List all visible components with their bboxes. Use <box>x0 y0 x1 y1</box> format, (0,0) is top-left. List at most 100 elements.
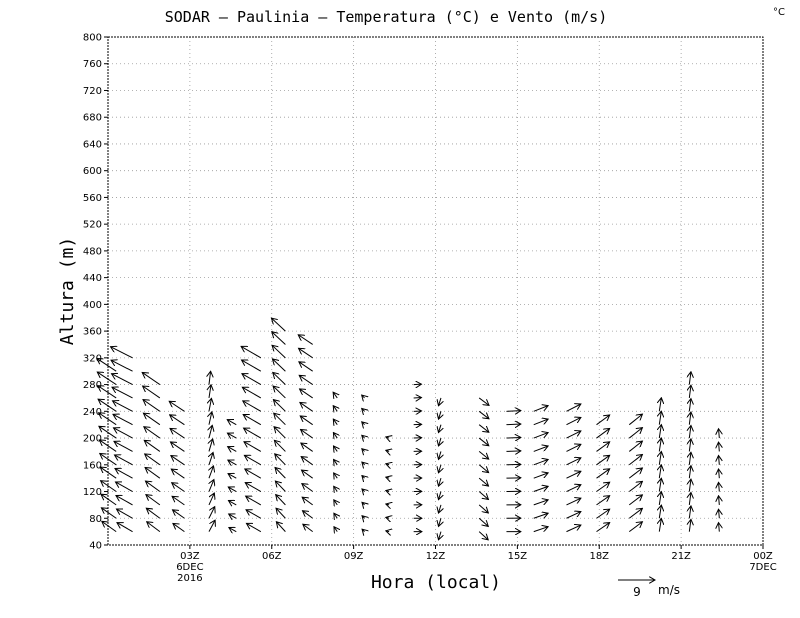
wind-arrow <box>533 433 548 439</box>
wind-arrow <box>301 430 313 439</box>
wind-arrow <box>228 447 237 452</box>
wind-arrow <box>242 374 262 386</box>
wind-arrow <box>145 454 161 466</box>
wind-arrow <box>113 428 133 439</box>
wind-arrow <box>438 491 440 500</box>
wind-arrow <box>334 459 338 464</box>
wind-arrow <box>386 437 389 438</box>
y-tick-label: 680 <box>83 113 102 124</box>
wind-arrow <box>659 478 661 492</box>
wind-arrow <box>438 504 440 513</box>
wind-arrow <box>209 452 213 465</box>
wind-arrow <box>209 480 214 492</box>
wind-arrow <box>274 427 286 439</box>
wind-arrow <box>300 402 313 412</box>
wind-arrow <box>566 417 581 426</box>
y-tick-label: 280 <box>83 380 102 391</box>
wind-arrow <box>97 372 117 385</box>
wind-arrow <box>333 446 337 451</box>
y-tick-label: 400 <box>83 300 102 311</box>
wind-arrow <box>302 484 313 492</box>
wind-arrow <box>271 318 286 332</box>
wind-arrow <box>438 518 440 526</box>
wind-arrow <box>596 509 610 519</box>
wind-arrow <box>533 446 548 452</box>
wind-arrow <box>114 455 133 466</box>
wind-arrow <box>533 527 548 533</box>
wind-arrow <box>362 422 365 425</box>
x-axis-label: Hora (local) <box>371 572 501 593</box>
wind-arrow <box>244 455 262 466</box>
wind-arrow <box>533 500 548 506</box>
wind-arrow <box>689 372 691 385</box>
wind-arrow <box>689 439 691 452</box>
corner-unit: °C <box>773 7 785 18</box>
y-tick-label: 40 <box>89 541 102 552</box>
wind-arrow <box>275 454 286 466</box>
wind-arrow <box>719 442 720 452</box>
y-tick-label: 160 <box>83 460 102 471</box>
wind-arrow <box>362 516 365 519</box>
wind-arrow <box>438 464 440 473</box>
wind-arrow <box>170 415 185 426</box>
wind-arrow <box>386 450 389 451</box>
wind-arrow <box>659 451 661 465</box>
wind-arrow <box>596 442 610 452</box>
wind-arrow <box>478 437 489 446</box>
wind-arrow <box>116 509 133 519</box>
wind-arrow <box>170 428 185 439</box>
wind-arrow <box>628 414 642 426</box>
wind-arrow <box>113 401 133 412</box>
wind-arrow <box>208 507 215 519</box>
wind-arrow <box>102 521 117 533</box>
wind-arrow <box>719 523 720 532</box>
y-axis-ticks: 40 80 120 160 200 240 280 320 360 400 440 480 520 560… <box>83 33 108 552</box>
wind-arrow <box>438 411 440 419</box>
wind-arrow <box>246 510 262 519</box>
wind-arrow <box>99 413 117 426</box>
x-tick-label: 09Z <box>344 551 364 562</box>
wind-arrow <box>333 406 337 412</box>
wind-arrow <box>628 508 642 519</box>
wind-arrow <box>147 522 161 533</box>
wind-arrow <box>209 425 212 439</box>
wind-arrow <box>719 496 720 505</box>
wind-arrow <box>143 400 161 412</box>
wind-arrow <box>229 528 237 532</box>
reference-unit: m/s <box>658 583 680 597</box>
wind-arrow <box>719 469 720 479</box>
wind-arrow <box>386 517 389 518</box>
wind-arrow <box>478 464 488 473</box>
wind-arrow <box>689 412 691 425</box>
wind-arrow <box>478 477 488 486</box>
wind-arrow <box>719 456 720 465</box>
wind-arrow <box>333 392 337 398</box>
wind-arrow <box>275 481 286 492</box>
wind-arrow <box>566 471 581 479</box>
wind-arrow <box>386 504 389 505</box>
wind-arrow <box>114 441 133 452</box>
wind-arrow <box>628 428 642 439</box>
wind-arrow <box>298 335 313 345</box>
wind-arrow <box>229 514 237 518</box>
wind-arrow <box>334 486 338 491</box>
wind-arrow <box>719 482 720 492</box>
wind-arrow <box>659 398 661 412</box>
wind-arrow <box>596 482 610 492</box>
wind-arrow <box>689 399 691 412</box>
wind-arrow <box>302 470 313 479</box>
wind-arrow <box>112 387 133 399</box>
wind-arrow <box>478 504 488 513</box>
wind-arrow <box>659 505 661 519</box>
wind-arrow <box>689 506 691 519</box>
wind-arrow <box>144 427 161 439</box>
wind-arrow <box>362 395 365 398</box>
wind-arrow <box>628 441 642 452</box>
wind-arrow <box>566 512 581 519</box>
y-tick-label: 720 <box>83 86 102 97</box>
wind-arrow <box>115 468 133 479</box>
wind-arrow <box>334 500 337 505</box>
y-tick-label: 800 <box>83 33 102 44</box>
wind-arrow <box>171 469 185 479</box>
